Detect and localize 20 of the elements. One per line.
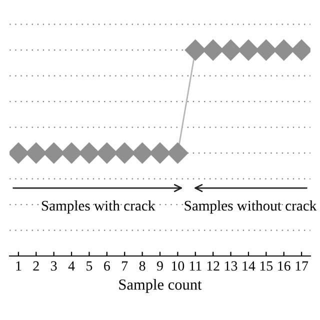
x-tick-label: 13 <box>225 261 238 271</box>
annotation: Samples without crack <box>184 200 317 214</box>
x-tick-label: 15 <box>260 261 273 271</box>
x-tick-label: 17 <box>296 261 308 270</box>
x-tick-label: 2 <box>33 261 39 270</box>
annotation: Samples with crack <box>42 200 156 214</box>
x-tick-label: 14 <box>242 261 256 270</box>
x-tick-label: 7 <box>122 261 128 270</box>
x-tick-label: 8 <box>139 261 146 271</box>
x-tick-label: 16 <box>278 261 290 271</box>
x-tick-label: 5 <box>86 261 92 271</box>
x-tick-label: 12 <box>207 261 220 270</box>
x-tick-label: 1 <box>16 261 22 270</box>
x-tick-label: 3 <box>51 261 57 271</box>
x-tick-label: 4 <box>68 261 75 270</box>
x-axis-title: Sample count <box>119 279 202 293</box>
x-tick-label: 9 <box>156 261 163 271</box>
x-tick-label: 11 <box>190 261 202 270</box>
x-tick-label: 6 <box>104 261 110 271</box>
x-tick-label: 10 <box>172 261 184 271</box>
